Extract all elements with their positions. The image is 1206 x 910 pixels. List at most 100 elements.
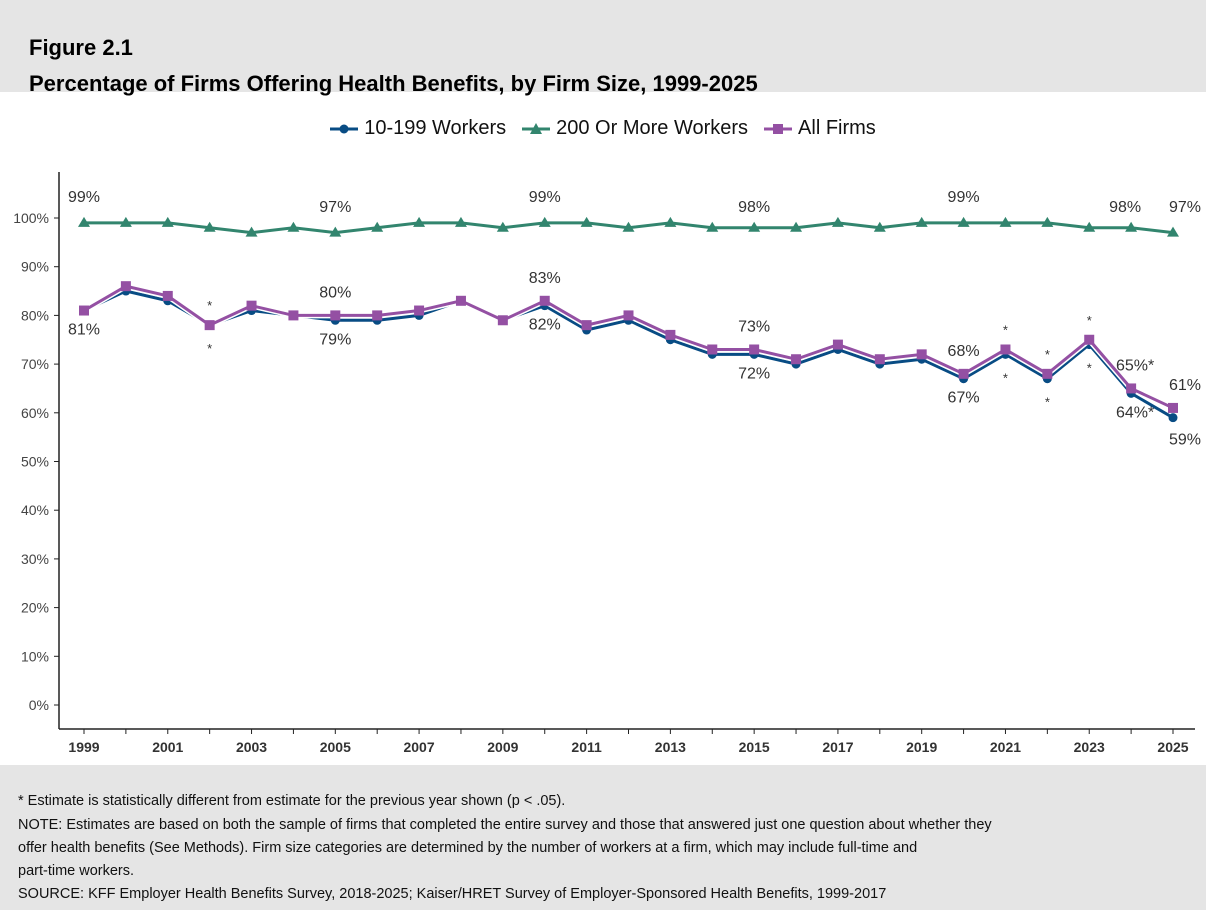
data-point: [162, 290, 173, 301]
y-tick-label: 30%: [21, 551, 49, 567]
data-point: [119, 216, 132, 227]
data-point: [496, 221, 509, 232]
data-point: [204, 320, 215, 331]
data-point: [623, 310, 634, 321]
x-tick-label: 2007: [403, 739, 434, 755]
data-point: [1084, 334, 1095, 345]
data-point: [958, 368, 969, 379]
data-label: *: [1045, 347, 1050, 362]
data-point: [1125, 221, 1138, 232]
data-point: [538, 216, 551, 227]
data-label: 97%: [1169, 199, 1201, 216]
data-point: [622, 221, 635, 232]
y-tick-label: 10%: [21, 648, 49, 664]
data-point: [1000, 344, 1011, 355]
footnote-source: SOURCE: KFF Employer Health Benefits Sur…: [18, 886, 887, 902]
data-point: [1083, 221, 1096, 232]
data-point: [371, 221, 384, 232]
legend-label: 200 Or More Workers: [556, 117, 749, 139]
data-point: [79, 305, 89, 316]
data-label: 61%: [1169, 377, 1201, 394]
legend-label: 10-199 Workers: [364, 117, 507, 139]
data-label: *: [1087, 313, 1092, 328]
data-label: 79%: [319, 331, 351, 348]
x-tick-label: 2009: [487, 739, 518, 755]
x-tick-label: 2021: [990, 739, 1021, 755]
data-point: [915, 216, 928, 227]
data-point: [581, 320, 592, 331]
data-point: [1168, 402, 1178, 413]
data-point: [665, 329, 676, 340]
data-point: [1126, 383, 1137, 394]
data-label: *: [1003, 370, 1008, 385]
data-point: [1167, 226, 1179, 237]
footnote-note-cont: offer health benefits (See Methods). Fir…: [18, 840, 918, 856]
data-label: 67%: [948, 390, 980, 407]
x-tick-label: 2023: [1074, 739, 1105, 755]
x-tick-label: 2017: [822, 739, 853, 755]
data-point: [790, 221, 803, 232]
data-label: 64%*: [1116, 404, 1154, 421]
data-point: [246, 300, 257, 311]
y-tick-label: 0%: [29, 697, 49, 713]
data-label: *: [1045, 395, 1050, 410]
legend-item-200-plus: 200 Or More Workers: [522, 117, 748, 140]
data-point: [791, 354, 802, 365]
data-point: [664, 216, 677, 227]
line-chart: 0% 10% 20% 30% 40% 50% 60% 70% 80% 90% 100% 1999 200…: [13, 172, 1201, 755]
data-label: 99%: [948, 189, 980, 206]
footnote-note: NOTE: Estimates are based on both the sa…: [18, 817, 992, 833]
x-tick-label: 2015: [739, 739, 770, 755]
data-point: [497, 315, 508, 326]
y-tick-label: 40%: [21, 502, 49, 518]
x-tick-label: 2025: [1157, 739, 1188, 755]
data-label: 80%: [319, 284, 351, 301]
data-label: 65%*: [1116, 357, 1154, 374]
y-tick-label: 20%: [21, 600, 49, 616]
data-point: [916, 349, 927, 360]
legend-item-all-firms: All Firms: [764, 117, 876, 140]
data-point: [539, 295, 550, 306]
data-point: [831, 216, 844, 227]
data-point: [454, 216, 467, 227]
data-label: 97%: [319, 199, 351, 216]
data-point: [748, 221, 761, 232]
data-point: [413, 216, 426, 227]
data-point: [288, 310, 299, 321]
y-tick-label: 70%: [21, 356, 49, 372]
legend-circle-marker-icon: [330, 124, 359, 133]
data-label: 99%: [529, 189, 561, 206]
data-point: [203, 221, 216, 232]
header: Figure 2.1 Percentage of Firms Offering …: [0, 0, 1206, 96]
data-label: 98%: [738, 199, 770, 216]
data-point: [330, 310, 341, 321]
data-point: [1168, 413, 1178, 423]
data-label: *: [1087, 361, 1092, 376]
data-point: [287, 221, 300, 232]
data-point: [120, 281, 131, 292]
data-point: [329, 226, 342, 237]
y-tick-label: 50%: [21, 454, 49, 470]
data-label: 68%: [948, 343, 980, 360]
data-label: 81%: [68, 322, 100, 339]
data-label: 83%: [529, 270, 561, 287]
data-label: *: [207, 341, 212, 356]
legend-label: All Firms: [798, 117, 876, 139]
data-label: 82%: [529, 317, 561, 334]
x-tick-label: 2001: [152, 739, 183, 755]
data-point: [706, 221, 719, 232]
data-label: *: [1003, 322, 1008, 337]
legend: 10-199 Workers 200 Or More Workers All F…: [0, 117, 1206, 140]
data-point: [414, 305, 425, 316]
data-label: 99%: [68, 189, 100, 206]
data-label: 98%: [1109, 199, 1141, 216]
data-point: [957, 216, 970, 227]
data-point: [161, 216, 174, 227]
data-point: [455, 295, 466, 306]
figure-label: Figure 2.1: [29, 35, 133, 60]
data-label: 73%: [738, 318, 770, 335]
data-point: [372, 310, 383, 321]
y-tick-label: 100%: [13, 210, 49, 226]
x-tick-label: 2005: [320, 739, 351, 755]
y-tick-label: 90%: [21, 259, 49, 275]
